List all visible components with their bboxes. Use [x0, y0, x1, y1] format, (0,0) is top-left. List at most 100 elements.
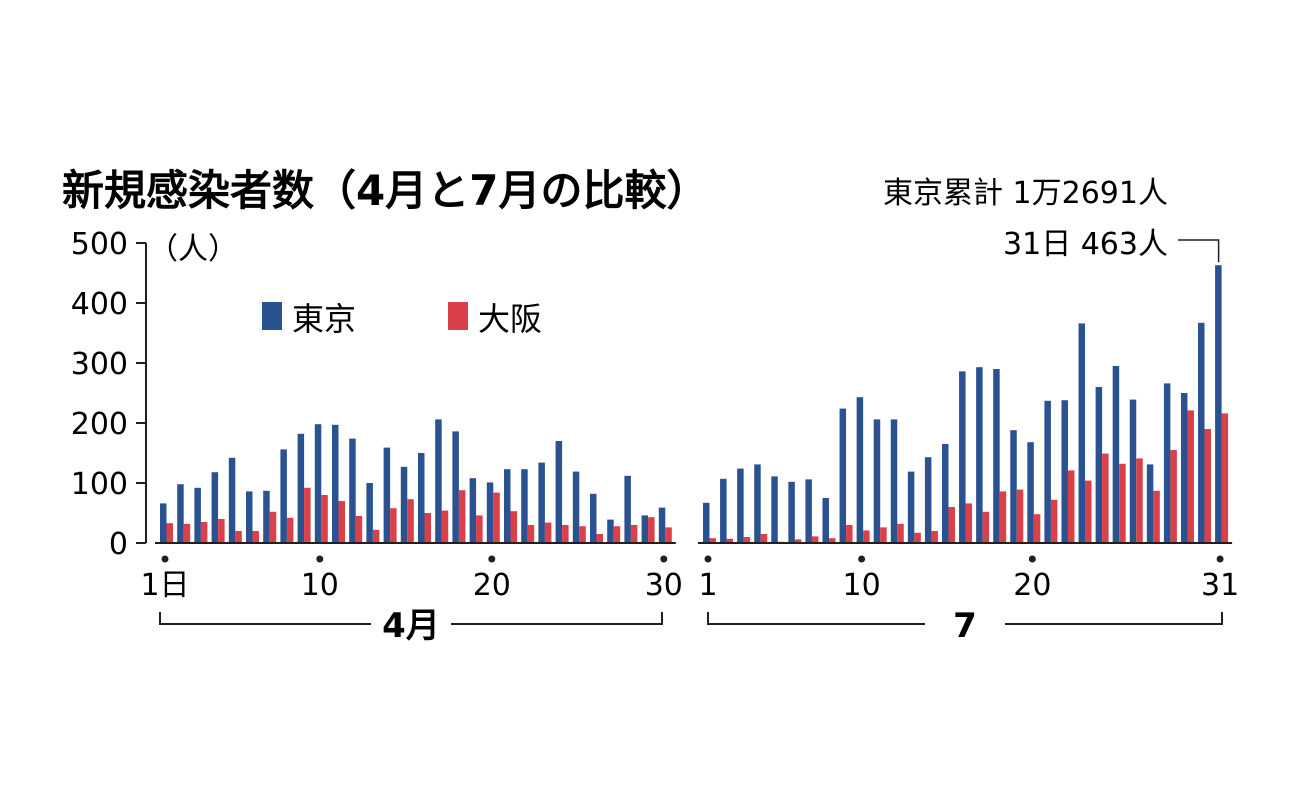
bar-osaka [304, 487, 311, 543]
bar-tokyo [993, 369, 1000, 543]
legend-swatch-osaka [448, 302, 468, 330]
bar-tokyo [521, 469, 528, 543]
bar-osaka [235, 531, 242, 543]
bar-tokyo [572, 471, 580, 543]
bar-osaka [914, 532, 921, 543]
bar-osaka [726, 538, 734, 543]
bar-tokyo [280, 449, 287, 543]
bar-osaka [709, 538, 716, 543]
bar-tokyo [754, 464, 761, 543]
bar-tokyo [555, 441, 563, 543]
bar-osaka [372, 529, 380, 543]
bar-osaka [252, 531, 259, 543]
bar-osaka [965, 503, 973, 543]
bar-osaka [596, 534, 603, 543]
bar-osaka [846, 525, 853, 543]
bar-tokyo [469, 478, 477, 543]
bar-osaka [510, 511, 517, 543]
bar-tokyo [228, 457, 236, 543]
bar-osaka [441, 510, 449, 543]
bar-osaka [931, 531, 938, 543]
bar-tokyo [297, 433, 305, 543]
x-tick-label: 1 [698, 568, 717, 603]
bar-tokyo [856, 397, 864, 543]
bar-tokyo [1027, 442, 1034, 543]
bar-osaka [982, 511, 990, 543]
bar-osaka [863, 530, 870, 543]
bar-tokyo [400, 466, 408, 543]
bar-tokyo [873, 419, 881, 543]
bar-osaka [665, 527, 672, 543]
bar-tokyo [924, 457, 932, 543]
bar-osaka [1085, 480, 1092, 543]
bar-osaka [1102, 453, 1109, 543]
bar-tokyo [504, 469, 511, 543]
bar-osaka [544, 522, 552, 543]
bar-tokyo [177, 484, 184, 543]
x-tick-dot [161, 555, 169, 563]
bar-tokyo [822, 498, 829, 543]
bar-tokyo [1095, 387, 1103, 543]
legend-label-osaka: 大阪 [478, 300, 542, 338]
bar-osaka [1033, 514, 1041, 543]
bar-tokyo [1061, 400, 1068, 543]
bar-osaka [897, 523, 904, 543]
bar-osaka [1050, 499, 1058, 543]
bar-osaka [743, 537, 751, 543]
july-panel: 1 10 20 31 7 [698, 265, 1239, 646]
bar-tokyo [1215, 265, 1222, 543]
bar-tokyo [959, 371, 966, 543]
bar-osaka [1016, 489, 1024, 543]
x-tick-label: 30 [645, 568, 683, 603]
bar-osaka [794, 539, 802, 543]
month-label: 4月 [382, 606, 440, 646]
x-tick-label: 10 [301, 568, 339, 603]
bar-osaka [183, 523, 191, 543]
bar-osaka [218, 519, 225, 543]
legend-swatch-tokyo [262, 302, 282, 330]
cumulative-annotation: 東京累計 1万2691人 [883, 176, 1168, 211]
month-label: 7 [953, 606, 977, 646]
x-tick-label: 20 [1013, 568, 1051, 603]
bar-tokyo [941, 444, 949, 543]
bar-osaka [880, 527, 887, 543]
bar-tokyo [418, 453, 425, 543]
y-axis: 0 100 200 300 400 500 [71, 227, 147, 562]
bar-osaka [828, 538, 836, 543]
x-tick-dot [660, 555, 668, 563]
bar-osaka [562, 525, 569, 543]
bar-tokyo [1198, 322, 1205, 543]
bar-osaka [1067, 470, 1075, 543]
month-bracket-right [1005, 612, 1223, 625]
bar-tokyo [907, 471, 915, 543]
bar-osaka [166, 523, 173, 543]
bar-tokyo [590, 493, 597, 543]
unit-label: （人） [148, 232, 238, 267]
bar-osaka [1170, 450, 1177, 543]
bar-osaka [527, 525, 535, 543]
x-tick-label: 1日 [140, 568, 189, 603]
leader-line [1178, 239, 1220, 263]
bar-osaka [424, 513, 431, 543]
bar-tokyo [607, 519, 614, 543]
bar-tokyo [383, 447, 391, 543]
bar-osaka [458, 490, 466, 543]
bar-osaka [1153, 490, 1160, 543]
bar-tokyo [160, 503, 167, 543]
bar-tokyo [1163, 383, 1171, 543]
bar-osaka [948, 507, 955, 543]
bar-tokyo [771, 476, 778, 543]
bar-tokyo [890, 419, 898, 543]
bar-tokyo [1010, 430, 1017, 543]
month-bracket-right [451, 612, 663, 625]
bar-tokyo [976, 367, 983, 543]
bar-tokyo [332, 424, 339, 543]
bar-osaka [1187, 410, 1194, 543]
bar-osaka [613, 526, 621, 543]
leader-path [1178, 239, 1220, 263]
bar-osaka [1136, 458, 1143, 543]
bar-tokyo [1078, 323, 1086, 543]
y-tick-label: 500 [71, 227, 128, 262]
bar-tokyo [720, 478, 727, 543]
